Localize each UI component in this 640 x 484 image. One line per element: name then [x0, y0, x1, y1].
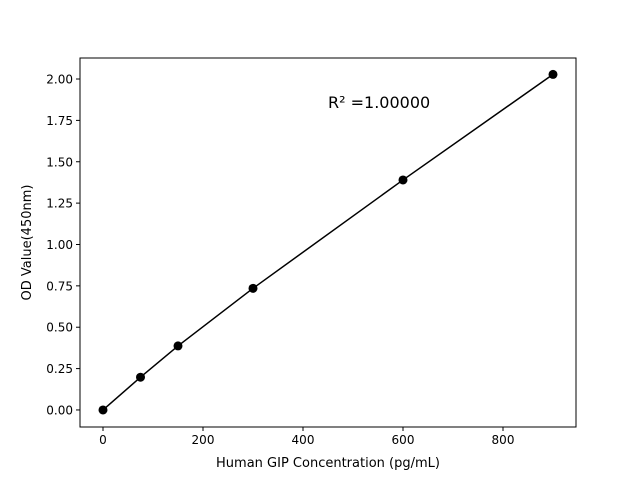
y-tick-label: 2.00 — [46, 73, 73, 87]
series-line — [102, 73, 554, 411]
x-tick-label: 400 — [292, 433, 315, 447]
x-tick-label: 800 — [492, 433, 515, 447]
y-tick-label: 1.75 — [46, 114, 73, 128]
data-point — [248, 283, 258, 293]
x-tick-label: 200 — [192, 433, 215, 447]
y-tick-label: 1.50 — [46, 155, 73, 169]
x-tick-label: 600 — [392, 433, 415, 447]
y-tick-label: 0.00 — [46, 403, 73, 417]
data-point — [136, 372, 145, 382]
x-axis-label: Human GIP Concentration (pg/mL) — [216, 456, 440, 471]
y-tick-label: 1.00 — [46, 238, 73, 252]
y-tick-label: 0.50 — [46, 321, 73, 335]
data-point — [398, 175, 408, 185]
y-tick-label: 0.75 — [46, 279, 73, 293]
data-points — [98, 69, 558, 415]
y-tick-label: 0.25 — [46, 362, 73, 376]
y-tick-label: 1.25 — [46, 197, 73, 211]
r-squared-annotation: R² =1.00000 — [328, 93, 430, 112]
data-point — [548, 69, 558, 79]
x-axis: 0 200 400 600 800 — [99, 427, 514, 447]
data-point — [98, 405, 108, 415]
x-tick-label: 0 — [99, 433, 107, 447]
y-axis-label: OD Value(450nm) — [20, 185, 35, 301]
data-point — [173, 341, 183, 351]
axes-frame — [79, 57, 577, 428]
y-axis: 0.00 0.25 0.50 0.75 1.00 1.25 1.50 1.75 2.00 — [46, 73, 80, 417]
